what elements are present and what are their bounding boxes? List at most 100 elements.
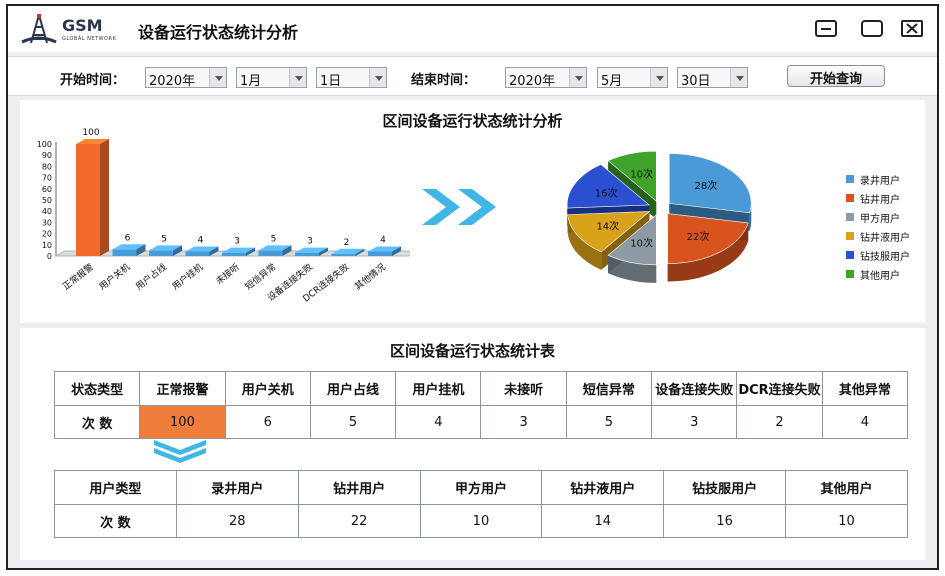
x-category-label: 未接听: [213, 261, 242, 287]
bar: [149, 250, 173, 256]
legend-swatch: [846, 251, 854, 259]
chart-panel: 区间设备运行状态统计分析 0 10 20 30 40 50 60 70 80 90 100 100 正常…: [20, 100, 925, 323]
start-query-button[interactable]: 开始查询: [787, 65, 885, 87]
table-header-cell: 状态类型: [53, 371, 141, 406]
table-panel: 区间设备运行状态统计表 状态类型 正常报警 用户关机 用户占线 用户挂机 未接听 短信异常设…: [20, 328, 925, 560]
oil-tower-icon: [21, 14, 57, 44]
bar-side: [355, 248, 365, 256]
pie-slice: [566, 164, 650, 209]
table-header-cell: 短信异常: [565, 371, 653, 406]
table-header-cell: 录井用户: [175, 470, 299, 505]
bar-value-label: 3: [307, 237, 313, 247]
table-header-cell: 钻井液用户: [541, 470, 665, 505]
table-header-cell: 甲方用户: [419, 470, 543, 505]
chevron-down-icon: [369, 68, 386, 87]
user-pie-chart: 28次 22次 10次 14次 16次 10次: [566, 150, 752, 283]
bar: [185, 251, 210, 256]
bar-side: [209, 246, 219, 256]
start-month-select[interactable]: 1月: [236, 67, 307, 89]
legend-swatch: [846, 270, 854, 278]
bar-value-label: 100: [82, 128, 99, 138]
pie-slice-side: [749, 203, 752, 231]
bar-top: [368, 246, 401, 252]
table-cell: 4: [821, 405, 909, 439]
app-window: GSM GLOBAL NETWORK 设备运行状态统计分析 开始时间： 2020…: [6, 4, 939, 570]
table-cell: 次 数: [54, 504, 177, 538]
chevron-down-icon: [209, 68, 226, 87]
double-chevron-down-icon: [154, 440, 206, 463]
pie-value-label: 16次: [595, 187, 618, 200]
chevron-down-icon: [569, 68, 586, 87]
bar-side: [246, 247, 255, 256]
pie-slice: [667, 213, 749, 264]
gsm-logo: GSM GLOBAL NETWORK: [18, 14, 123, 46]
bar-side: [392, 246, 401, 256]
bar: [368, 251, 392, 256]
table-header-cell: 设备连接失败: [651, 371, 738, 406]
table-header-cell: 其他用户: [785, 470, 908, 505]
table-header-cell: 用户挂机: [395, 371, 482, 406]
bar-side: [282, 245, 292, 256]
x-category-label: 正常报警: [60, 261, 96, 293]
table-cell: 2: [736, 405, 823, 439]
legend-label: 钻井用户: [860, 195, 900, 206]
bar: [331, 253, 356, 256]
y-tick-label: 60: [42, 185, 52, 194]
status-table: 状态类型 正常报警 用户关机 用户占线 用户挂机 未接听 短信异常 设备连接失败 DCR连接失败…: [53, 371, 909, 439]
y-tick-label: 0: [47, 252, 52, 261]
start-time-label: 开始时间：: [60, 73, 126, 88]
end-month-select[interactable]: 5月: [597, 67, 668, 89]
end-year-select[interactable]: 2020年: [505, 67, 587, 89]
legend-swatch: [846, 194, 854, 202]
legend-swatch: [846, 213, 854, 221]
pie-value-label: 22次: [687, 230, 710, 243]
table-cell: 10: [419, 504, 543, 538]
table-header-cell: 钻技服用户: [663, 470, 787, 505]
table-cell: 14: [541, 504, 665, 538]
bar-top: [185, 246, 219, 252]
bar-top: [76, 139, 109, 144]
table-cell: 3: [480, 405, 567, 439]
close-button[interactable]: [901, 20, 923, 37]
table-row: 次 数 100 6 5 4 3 5 3 2 4: [53, 405, 909, 439]
start-day-select[interactable]: 1日: [316, 67, 387, 89]
pie-slice: [567, 211, 651, 253]
pie-slice: [668, 153, 752, 214]
table-cell: 5: [309, 405, 397, 439]
table-row: 用户类型 录井用户 钻井用户 甲方用户 钻井液用户 钻技服用户 其他用户: [54, 470, 908, 505]
bar-value-label: 4: [380, 236, 386, 246]
pie-value-label: 10次: [630, 168, 653, 181]
user-table: 用户类型 录井用户 钻井用户 甲方用户 钻井液用户 钻技服用户 其他用户次 数 28 22 10 1…: [54, 470, 908, 538]
legend-label: 录井用户: [860, 176, 900, 187]
table-header-cell: DCR连接失败: [736, 371, 823, 406]
bar: [258, 250, 283, 256]
bar: [295, 252, 319, 256]
y-tick-label: 30: [42, 218, 52, 227]
pie-slice: [607, 214, 657, 266]
y-tick-label: 70: [42, 174, 52, 183]
bar-value-label: 2: [344, 238, 350, 248]
legend-swatch: [846, 175, 854, 183]
x-category-label: 短信异常: [243, 261, 279, 293]
table-header-cell: 用户关机: [224, 371, 311, 406]
bar-value-label: 4: [198, 236, 204, 246]
pie-slice-side: [667, 222, 749, 282]
bar: [76, 144, 100, 256]
status-bar-chart: 0 10 20 30 40 50 60 70 80 90 100 100 正常报警 6 用户关机 5 用户占线 4…: [37, 128, 410, 305]
bar-side: [100, 139, 109, 256]
start-year-select[interactable]: 2020年: [145, 67, 227, 89]
y-tick-label: 20: [42, 230, 52, 239]
bar-value-label: 5: [271, 234, 277, 244]
end-day-select[interactable]: 30日: [677, 67, 748, 89]
y-tick-label: 40: [42, 207, 52, 216]
bar-top: [331, 248, 365, 254]
chevron-down-icon: [650, 68, 667, 87]
maximize-button[interactable]: [861, 20, 883, 37]
legend-label: 钻技服用户: [860, 252, 910, 263]
start-day-value: 1日: [320, 74, 342, 89]
bar-side: [173, 245, 182, 256]
start-month-value: 1月: [240, 74, 262, 89]
end-month-value: 5月: [601, 74, 623, 89]
bar-top: [222, 247, 255, 253]
minimize-button[interactable]: [815, 20, 837, 37]
